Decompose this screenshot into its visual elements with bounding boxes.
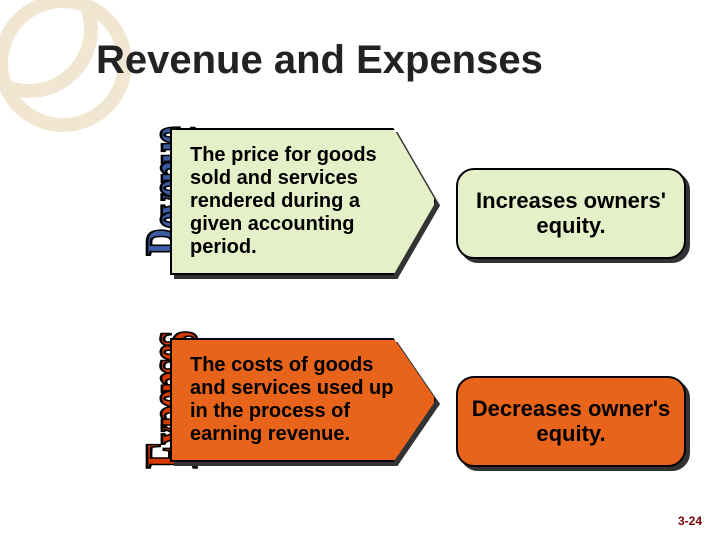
expenses-effect-text: Decreases owner's equity. [456, 376, 686, 467]
expenses-definition-callout: The costs of goods and services used up … [170, 338, 436, 462]
revenue-definition-callout: The price for goods sold and services re… [170, 128, 436, 275]
slide-number: 3-24 [678, 514, 702, 528]
expenses-effect-box: Decreases owner's equity. [456, 376, 686, 467]
expenses-definition-text: The costs of goods and services used up … [170, 338, 436, 462]
page-title: Revenue and Expenses [96, 38, 543, 83]
revenue-effect-box: Increases owners' equity. [456, 168, 686, 259]
revenue-effect-text: Increases owners' equity. [456, 168, 686, 259]
revenue-definition-text: The price for goods sold and services re… [170, 128, 436, 275]
